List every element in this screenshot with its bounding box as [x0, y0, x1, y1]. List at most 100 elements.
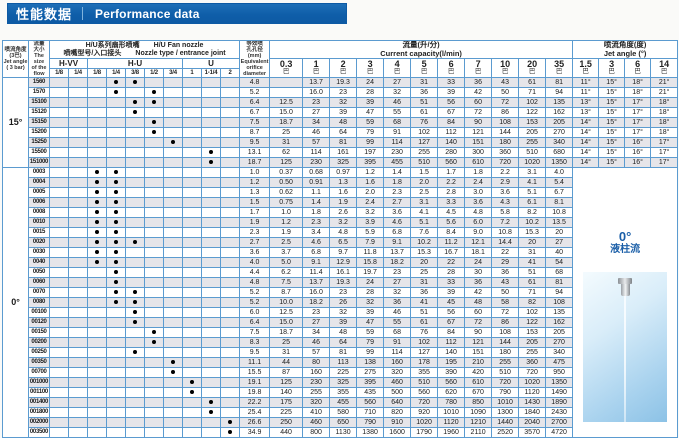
flow-value: 1.4 — [302, 197, 331, 208]
joint-cell — [201, 307, 221, 318]
joint-cell — [87, 117, 107, 128]
joint-cell — [87, 167, 107, 178]
joint-cell — [182, 377, 202, 388]
flow-value: 102 — [518, 307, 547, 318]
joint-cell — [125, 337, 145, 348]
availability-dot — [114, 280, 118, 284]
joint-cell — [182, 77, 202, 88]
joint-cell — [87, 277, 107, 288]
flow-value: 90 — [464, 327, 493, 338]
flow-value: 1350 — [545, 377, 574, 388]
jet-angle-value: 15° — [598, 127, 626, 138]
joint-cell — [219, 357, 241, 368]
flow-value: 12.1 — [464, 237, 493, 248]
flow-value: 1350 — [545, 157, 574, 168]
flow-value: 27 — [383, 277, 412, 288]
flow-value: 72 — [491, 97, 520, 108]
joint-cell — [49, 257, 69, 268]
joint-cell — [68, 397, 88, 408]
flow-value: 1120 — [518, 387, 547, 398]
jet-angle-value: 15° — [598, 137, 626, 148]
flow-value: 0.62 — [269, 187, 304, 198]
availability-dot — [152, 120, 156, 124]
joint-size-header: 1/4 — [68, 68, 88, 78]
joint-cell — [144, 367, 164, 378]
joint-cell — [163, 127, 183, 138]
joint-cell — [219, 217, 241, 228]
joint-cell — [219, 187, 241, 198]
jet-angle-value: 11° — [572, 87, 600, 98]
joint-cell — [163, 177, 183, 188]
flow-value: 6.2 — [269, 267, 304, 278]
joint-cell — [125, 157, 145, 168]
joint-cell — [106, 347, 126, 358]
flow-value: 102 — [410, 337, 439, 348]
flow-value: 99 — [356, 347, 385, 358]
flow-value: 7.9 — [356, 237, 385, 248]
flow-value: 1490 — [545, 387, 574, 398]
flow-value: 5.0 — [269, 257, 304, 268]
joint-cell — [144, 147, 164, 158]
joint-cell — [219, 387, 241, 398]
joint-cell — [68, 197, 88, 208]
orifice-diameter-value: 11.1 — [239, 357, 271, 368]
joint-cell — [163, 317, 183, 328]
flow-value: 1430 — [518, 397, 547, 408]
orifice-diameter-value: 1.7 — [239, 207, 271, 218]
joint-cell — [125, 287, 145, 298]
row-label: 001800 — [28, 407, 50, 418]
joint-cell — [125, 77, 145, 88]
joint-cell — [106, 227, 126, 238]
joint-cell — [68, 77, 88, 88]
joint-cell — [144, 117, 164, 128]
joint-cell — [201, 297, 221, 308]
flow-value: 71 — [518, 87, 547, 98]
orifice-diameter-value: 4.8 — [239, 277, 271, 288]
orifice-diameter-value: 1.3 — [239, 187, 271, 198]
flow-value: 205 — [545, 117, 574, 128]
joint-cell — [49, 167, 69, 178]
joint-cell — [49, 277, 69, 288]
joint-cell — [219, 207, 241, 218]
flow-value: 27 — [302, 317, 331, 328]
joint-cell — [87, 177, 107, 188]
flow-value: 20 — [545, 227, 574, 238]
table-row: 00120 6.4 15.0 27 39 47 55 61 67 72 86 122 162 — [3, 317, 678, 328]
joint-cell — [201, 357, 221, 368]
flow-value: 76 — [410, 327, 439, 338]
orifice-diameter-value: 5.2 — [239, 287, 271, 298]
joint-cell — [87, 297, 107, 308]
availability-dot — [209, 410, 213, 414]
row-label: 15150 — [28, 117, 50, 128]
availability-dot — [95, 230, 99, 234]
flow-value: 140 — [437, 347, 466, 358]
row-label: 15120 — [28, 107, 50, 118]
header-orifice-diameter: 等效喷 孔孔径 (mm) Equivalent orifice diameter — [239, 40, 271, 78]
joint-cell — [106, 367, 126, 378]
flow-value: 1010 — [491, 397, 520, 408]
orifice-diameter-value: 1.0 — [239, 167, 271, 178]
flow-value: 0.75 — [269, 197, 304, 208]
jet-angle-value: 14° — [572, 147, 600, 158]
joint-cell — [68, 317, 88, 328]
availability-dot — [95, 210, 99, 214]
joint-cell — [68, 237, 88, 248]
flow-value: 670 — [464, 387, 493, 398]
flow-value: 500 — [383, 387, 412, 398]
joint-cell — [182, 157, 202, 168]
availability-dot — [133, 80, 137, 84]
row-label: 0015 — [28, 227, 50, 238]
joint-cell — [68, 87, 88, 98]
joint-cell — [49, 147, 69, 158]
joint-cell — [144, 177, 164, 188]
joint-cell — [219, 147, 241, 158]
availability-dot — [133, 240, 137, 244]
flow-value: 151 — [464, 347, 493, 358]
row-label: 0030 — [28, 247, 50, 258]
flow-value: 60 — [464, 97, 493, 108]
joint-cell — [144, 417, 164, 428]
flow-value: 161 — [329, 147, 358, 158]
availability-dot — [114, 270, 118, 274]
joint-cell — [163, 167, 183, 178]
flow-value: 144 — [491, 337, 520, 348]
